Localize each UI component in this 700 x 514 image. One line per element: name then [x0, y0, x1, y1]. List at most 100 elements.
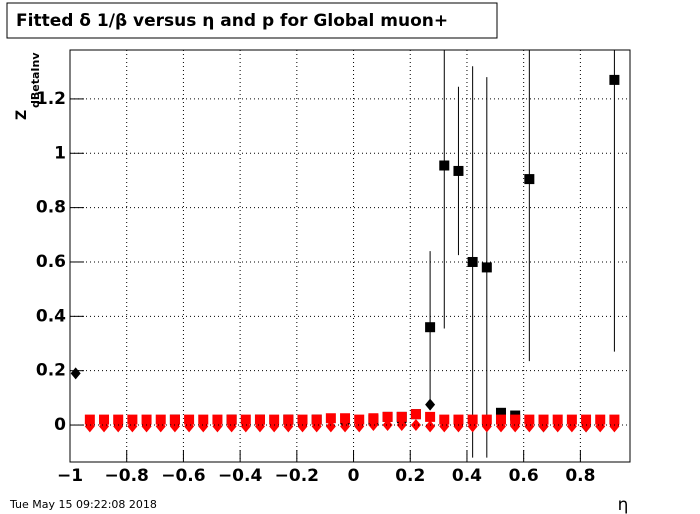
square-marker — [354, 414, 365, 425]
diamond-marker — [184, 420, 195, 433]
square-marker — [382, 411, 393, 422]
x-tick-label: 0 — [348, 466, 360, 486]
square-marker — [453, 165, 464, 176]
y-tick-label: 1 — [54, 143, 66, 163]
square-marker — [212, 414, 223, 425]
square-marker — [510, 414, 521, 425]
square-marker — [453, 414, 464, 425]
square-marker — [495, 407, 506, 418]
diamond-marker — [524, 420, 535, 433]
diamond-marker — [226, 420, 237, 433]
y-tick-label: 0.8 — [36, 198, 66, 218]
square-marker — [595, 414, 606, 425]
square-marker — [297, 414, 308, 425]
y-axis-label-sub: dBetaInv — [29, 52, 42, 108]
square-marker — [425, 411, 436, 422]
square-marker — [169, 414, 180, 425]
diamond-marker — [368, 419, 379, 432]
diamond-marker — [410, 419, 421, 432]
timestamp: Tue May 15 09:22:08 2018 — [9, 498, 157, 511]
plot-area — [70, 50, 620, 458]
square-marker — [113, 414, 124, 425]
diamond-marker — [340, 420, 351, 433]
square-marker — [198, 414, 209, 425]
diamond-marker — [552, 420, 563, 433]
square-marker — [609, 74, 620, 85]
square-marker — [495, 414, 506, 425]
diamond-marker — [467, 420, 478, 433]
square-marker — [340, 413, 351, 424]
square-marker — [127, 414, 138, 425]
square-marker — [552, 414, 563, 425]
diamond-marker — [581, 420, 592, 433]
title-box — [6, 2, 498, 39]
square-marker — [481, 262, 492, 273]
x-tick-label: −1 — [57, 466, 83, 486]
diamond-marker — [99, 420, 110, 433]
diamond-marker — [155, 420, 166, 433]
square-marker — [524, 414, 535, 425]
x-tick-label: −0.2 — [275, 466, 319, 486]
y-axis-label: Z — [14, 110, 30, 120]
square-marker — [254, 414, 265, 425]
diamond-marker — [439, 420, 450, 433]
diamond-marker — [311, 420, 322, 433]
square-marker — [240, 414, 251, 425]
diamond-marker — [240, 420, 251, 433]
diamond-marker — [382, 419, 393, 432]
square-marker — [184, 414, 195, 425]
square-marker — [566, 414, 577, 425]
square-marker — [524, 174, 535, 185]
y-tick-label: 0.4 — [36, 306, 66, 326]
diamond-marker — [84, 420, 95, 433]
diamond-marker — [510, 420, 521, 433]
square-marker — [439, 160, 450, 171]
square-marker — [396, 411, 407, 422]
diamond-marker — [113, 420, 124, 433]
square-marker — [269, 414, 280, 425]
diamond-marker — [425, 420, 436, 433]
square-marker — [538, 414, 549, 425]
diamond-marker — [297, 420, 308, 433]
diamond-marker — [396, 419, 407, 432]
y-axis-title: Z dBetaInv — [14, 52, 42, 120]
diamond-marker — [283, 420, 294, 433]
diamond-marker — [198, 420, 209, 433]
square-marker — [581, 414, 592, 425]
square-marker — [467, 414, 478, 425]
square-marker — [368, 413, 379, 424]
square-marker — [481, 414, 492, 425]
square-marker — [311, 414, 322, 425]
square-marker — [99, 414, 110, 425]
diamond-marker — [169, 420, 180, 433]
diamond-marker — [609, 420, 620, 433]
diamond-marker — [538, 420, 549, 433]
square-marker — [155, 414, 166, 425]
diamond-marker — [425, 398, 436, 411]
diamond-marker — [354, 420, 365, 433]
x-tick-label: 0.8 — [565, 466, 595, 486]
x-tick-label: −0.6 — [161, 466, 205, 486]
square-marker — [410, 409, 421, 420]
diamond-marker — [212, 420, 223, 433]
square-marker — [283, 414, 294, 425]
x-tick-label: 0.4 — [452, 466, 482, 486]
diamond-marker — [566, 420, 577, 433]
square-marker — [609, 414, 620, 425]
diamond-marker — [70, 367, 81, 380]
diamond-marker — [595, 420, 606, 433]
diamond-marker — [453, 420, 464, 433]
square-marker — [425, 322, 436, 333]
x-axis-label: η — [618, 495, 629, 514]
diamond-marker — [325, 420, 336, 433]
plot-frame — [69, 49, 631, 463]
x-tick-label: 0.2 — [395, 466, 425, 486]
y-tick-label: 1.2 — [36, 89, 66, 109]
diamond-marker — [141, 420, 152, 433]
square-marker — [141, 414, 152, 425]
diamond-marker — [127, 420, 138, 433]
diamond-marker — [481, 420, 492, 433]
square-marker — [439, 414, 450, 425]
x-tick-label: −0.8 — [105, 466, 149, 486]
